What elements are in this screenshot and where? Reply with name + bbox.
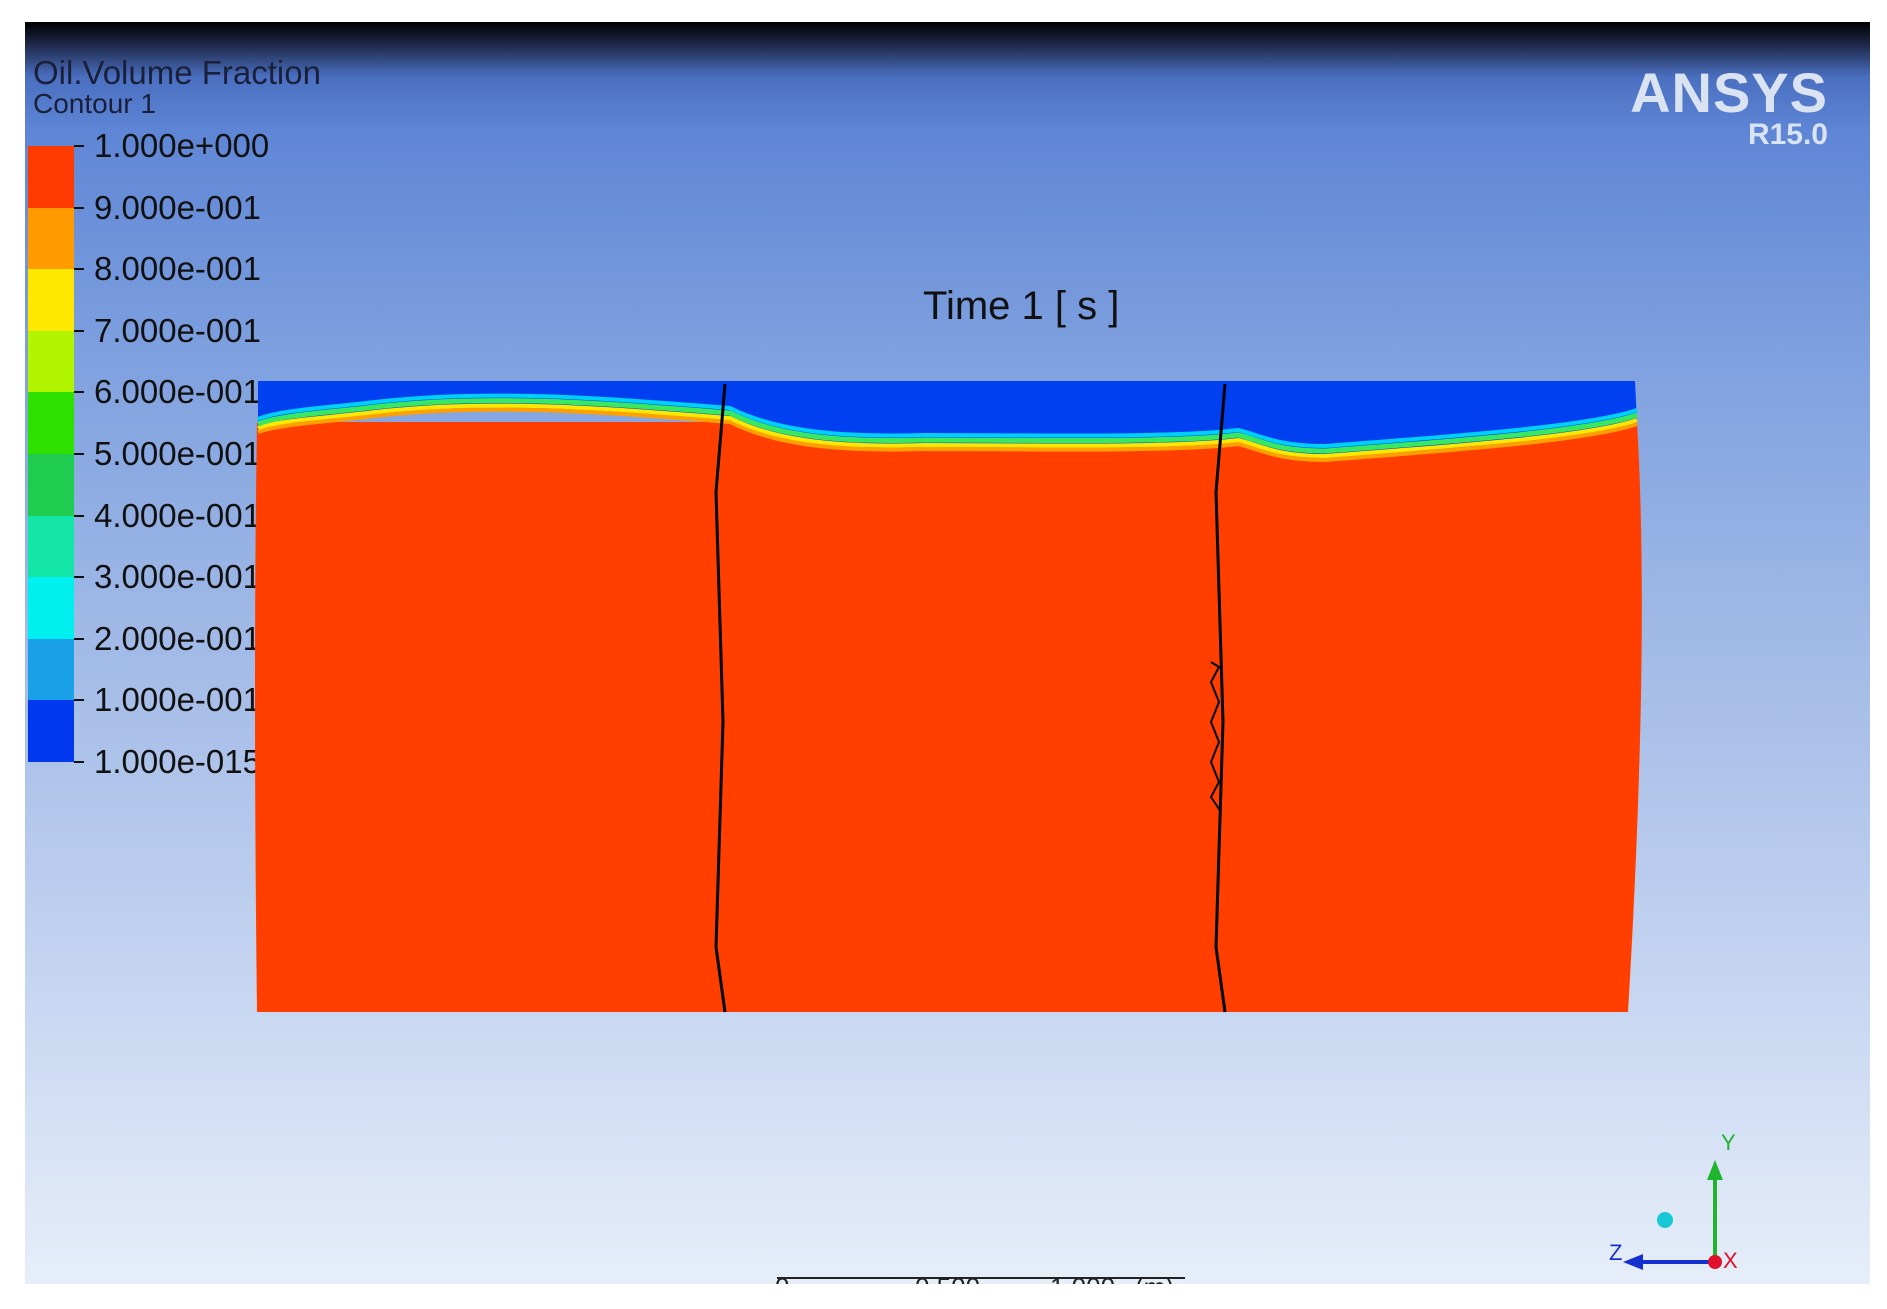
colorbar-band-9 [28,700,74,762]
scale-label-0500: 0.500 [915,1272,980,1284]
colorbar-tick [74,699,84,702]
z-axis-arrowhead [1623,1254,1643,1270]
colorbar-tick [74,329,84,332]
legend-title: Oil.Volume Fraction [33,54,321,91]
colorbar-tick-label: 9.000e-001 [94,188,261,226]
colorbar-band-0 [28,146,74,208]
baffle-right-mesh [1209,661,1222,813]
time-label: Time 1 [ s ] [923,284,1120,328]
interface-band-lower [257,407,1638,463]
colorbar-tick-label: 3.000e-001 [94,558,261,596]
baffle-left [714,383,727,1013]
colorbar-band-2 [28,269,74,331]
colorbar-band-8 [28,638,74,701]
colorbar-tick [74,514,84,517]
colorbar-band-7 [28,577,74,639]
colorbar-tick [74,761,84,763]
colorbar-tick-label: 7.000e-001 [94,311,261,349]
colorbar-tick-label: 5.000e-001 [94,435,261,472]
triad-rotation-dot[interactable] [1657,1212,1673,1228]
colorbar-tick [74,268,84,271]
interface-band-green [257,398,1638,454]
scale-label-0: 0 [775,1272,789,1284]
colorbar-tick [74,576,84,579]
colorbar-tick [74,391,84,394]
z-axis-label: Z [1609,1240,1623,1265]
colorbar-tick-label: 2.000e-001 [94,619,261,657]
colorbar-tick-label: 4.000e-001 [94,496,261,534]
x-axis-label: X [1723,1248,1738,1273]
colorbar-band-6 [28,515,74,578]
colorbar-band-4 [28,392,74,454]
interface-band-yellow [257,403,1638,459]
baffle-right [1214,383,1227,1013]
colorbar-band-1 [28,207,74,270]
scale-label-1000: 1.000 [1050,1272,1115,1284]
colorbar-tick [74,637,84,640]
colorbar-tick-label: 6.000e-001 [94,373,261,411]
colorbar [28,146,74,762]
y-axis-label: Y [1721,1130,1736,1155]
colorbar-tick-label: 1.000e-015 [94,743,261,780]
y-axis-arrowhead [1707,1160,1723,1180]
ansys-logo: ANSYS [1630,61,1828,124]
colorbar-tick [74,145,84,147]
colorbar-tick [74,206,84,209]
x-axis-origin [1708,1255,1722,1269]
interface-band-cyan [257,393,1638,449]
colorbar-band-5 [28,453,74,516]
colorbar-band-3 [28,330,74,393]
oil-region [255,422,1642,1012]
ansys-version: R15.0 [1747,118,1828,151]
graphics-viewport[interactable]: Oil.Volume Fraction Contour 1 1.000e+000… [25,22,1870,1284]
contour-plot[interactable] [25,22,1870,1284]
colorbar-tick-label: 8.000e-001 [94,250,261,288]
scale-unit: (m) [1135,1272,1174,1284]
legend-subtitle: Contour 1 [33,88,156,119]
colorbar-tick-label: 1.000e-001 [94,681,261,719]
colorbar-tick [74,453,84,455]
colorbar-tick-label: 1.000e+000 [94,127,270,164]
